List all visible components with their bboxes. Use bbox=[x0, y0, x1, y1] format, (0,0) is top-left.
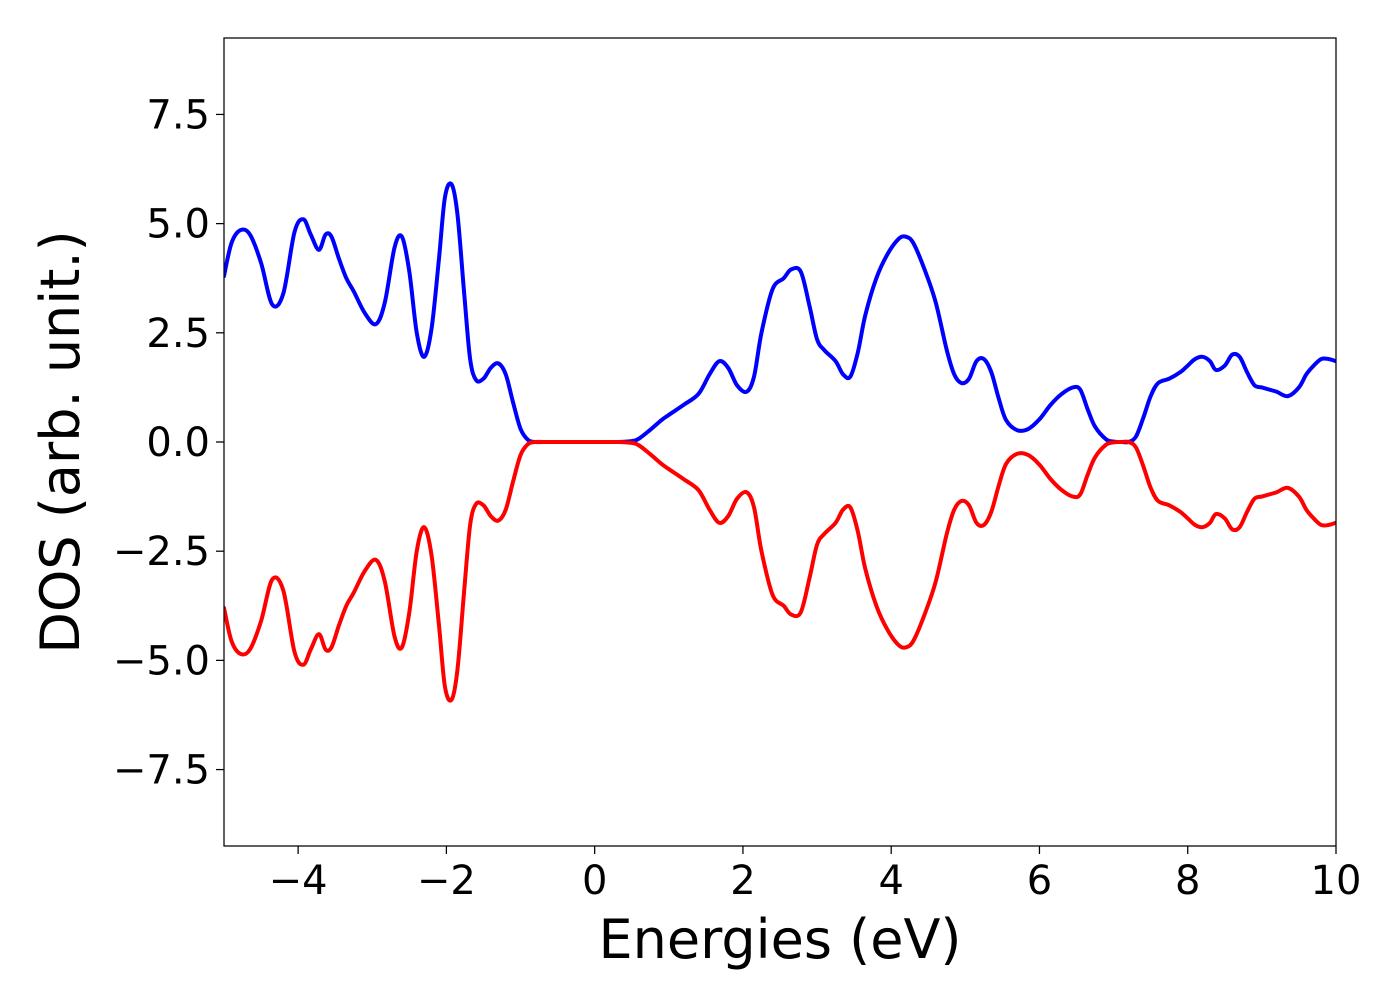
x-tick-label: 6 bbox=[1027, 858, 1052, 904]
series-line-1 bbox=[224, 181, 1336, 445]
y-tick-label: 5.0 bbox=[146, 202, 210, 248]
y-tick-label: 7.5 bbox=[146, 92, 210, 138]
x-tick-label: 4 bbox=[878, 858, 903, 904]
y-tick-label: −5.0 bbox=[113, 638, 210, 684]
x-tick-label: −4 bbox=[269, 858, 328, 904]
series-layer bbox=[224, 181, 1336, 703]
y-tick-label: 2.5 bbox=[146, 311, 210, 357]
x-tick-label: 8 bbox=[1175, 858, 1200, 904]
y-tick-label: 0.0 bbox=[146, 420, 210, 466]
x-tick-label: −2 bbox=[417, 858, 476, 904]
x-axis: −4 −2 0 2 4 6 8 10 bbox=[269, 846, 1362, 904]
x-axis-title: Energies (eV) bbox=[599, 908, 962, 971]
y-tick-label: −7.5 bbox=[113, 748, 210, 794]
x-tick-label: 0 bbox=[582, 858, 607, 904]
x-tick-label: 2 bbox=[730, 858, 755, 904]
series-line-2 bbox=[224, 439, 1336, 703]
y-axis: 7.5 5.0 2.5 0.0 −2.5 −5.0 −7.5 bbox=[113, 92, 224, 794]
y-tick-label: −2.5 bbox=[113, 529, 210, 575]
x-tick-label: 10 bbox=[1311, 858, 1362, 904]
y-axis-title: DOS (arb. unit.) bbox=[29, 230, 92, 653]
